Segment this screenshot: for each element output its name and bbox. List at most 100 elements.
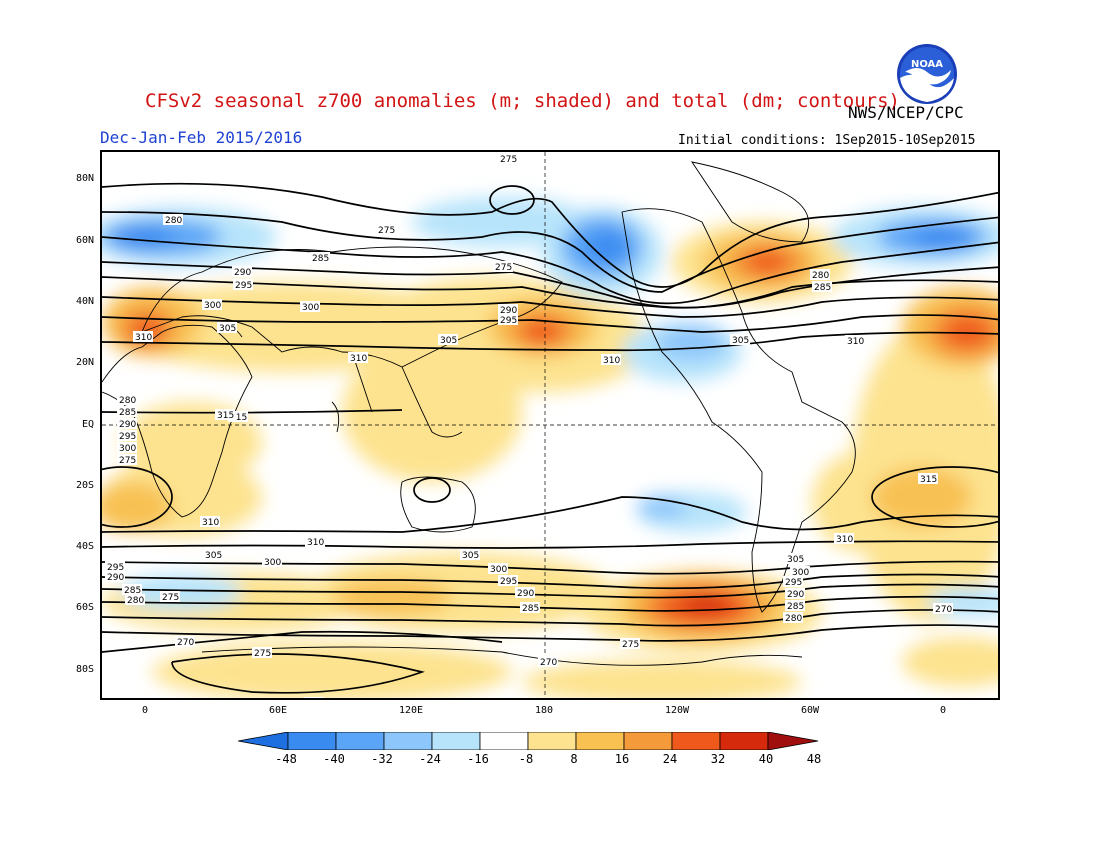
contour-label: 310 [836,535,853,545]
contour-label: 280 [785,614,802,624]
colorbar-tick-label: -40 [323,752,345,766]
lat-label-20n: 20N [75,357,94,368]
contour-label-bg [785,600,805,611]
colorbar-segment [383,732,433,750]
contour-label: 305 [787,555,804,565]
contour-label-bg [918,473,938,484]
contour-label: 295 [119,432,136,442]
contour-label-bg [202,299,222,310]
colorbar-segment [719,732,769,750]
contour-label: 310 [202,518,219,528]
contour-label: 310 [847,337,864,347]
contour-label-bg [730,334,750,345]
colorbar-tick-label: 24 [662,752,678,766]
colorbar-tick-label: -16 [467,752,489,766]
contour-label-bg [233,279,253,290]
contour-label-bg [175,636,195,647]
contour-label: 285 [522,604,539,614]
contour-label: 280 [119,396,136,406]
lat-label-20s: 20S [75,480,94,491]
contour-label-bg [304,697,324,698]
contour-label-bg [232,266,252,277]
contour-label-bg [300,301,320,312]
contour-label-bg [620,638,640,649]
colorbar-tick-label: 16 [614,752,630,766]
contour-label: 305 [219,324,236,334]
contour-label-bg [376,224,396,235]
contour-labels: 2752802752852902953003053103153003052902… [105,153,953,700]
noaa-logo-icon: NOAA [897,44,957,104]
lon-label-0-east: 0 [939,705,947,716]
contour-label-bg [117,442,137,453]
contour-label-bg [117,418,137,429]
contour-label: 275 [306,699,323,700]
colorbar-arrow-right [767,732,819,750]
contour-label: 300 [204,301,221,311]
lat-label-eq: EQ [81,419,94,430]
map-panel: 275 280 275 285 290 295 300 305 310 315 300 305 290 2… [100,150,1000,700]
contour-label-bg [834,533,854,544]
colorbar-segment [527,732,577,750]
contour-label: 310 [307,538,324,548]
contour-label: 315 [230,413,247,423]
initial-conditions: Initial conditions: 1Sep2015-10Sep2015 [678,133,976,148]
contour-label-bg [498,314,518,325]
colorbar-tick-label: 8 [570,752,578,766]
contour-label: 280 [165,216,182,226]
chart-title: CFSv2 seasonal z700 anomalies (m; shaded… [145,90,900,112]
contour-label: 300 [264,558,281,568]
lon-label-180: 180 [534,705,554,716]
contour-label-bg [117,430,137,441]
lat-label-60n: 60N [75,235,94,246]
contour-label: 310 [135,333,152,343]
contour-label-bg [217,322,237,333]
contour-label-bg [785,553,805,564]
colorbar-segment [575,732,625,750]
contour-label-bg [790,566,810,577]
reference-lines [102,152,998,698]
lat-label-40s: 40S [75,541,94,552]
logo-text: NOAA [911,59,943,70]
colorbar-segment [431,732,481,750]
contour-label-bg [203,549,223,560]
contour-label-bg [845,335,865,346]
contour-label: 300 [302,303,319,313]
contour-label: 300 [792,568,809,578]
contour-label-bg [105,561,125,572]
contour-label-bg [515,587,535,598]
colorbar-arrow-left [238,732,289,750]
contour-label: 275 [162,593,179,603]
contour-label-bg [460,549,480,560]
contour-label-bg [262,556,282,567]
colorbar-tick-label: 48 [806,752,822,766]
lon-label-60w: 60W [800,705,820,716]
contour-label: 285 [787,602,804,612]
colorbar-segment [335,732,385,750]
colorbar-tick-label: -48 [275,752,297,766]
contour-label: 270 [540,658,557,668]
contour-label-bg [783,576,803,587]
contour-label-bg [160,591,180,602]
contour-label: 305 [462,551,479,561]
contour-label-bg [520,602,540,613]
contour-label: 285 [814,283,831,293]
contour-label: 280 [812,271,829,281]
contour-label-bg [215,409,235,420]
contour-label: 305 [205,551,222,561]
contour-label-bg [228,411,248,422]
contour-label-bg [498,575,518,586]
contour-label-bg [125,594,145,605]
contour-label-bg [122,584,142,595]
contour-label: 285 [119,408,136,418]
contour-label-bg [117,394,137,405]
contour-label: 295 [500,577,517,587]
colorbar-tick-label: 40 [758,752,774,766]
lon-label-0: 0 [141,705,149,716]
contour-label-bg [498,153,518,164]
contour-label: 275 [254,649,271,659]
contour-label-bg [933,603,953,614]
contour-label-bg [783,612,803,623]
forecast-period: Dec-Jan-Feb 2015/2016 [100,128,303,147]
contour-label-bg [163,214,183,225]
contour-label: 295 [235,281,252,291]
